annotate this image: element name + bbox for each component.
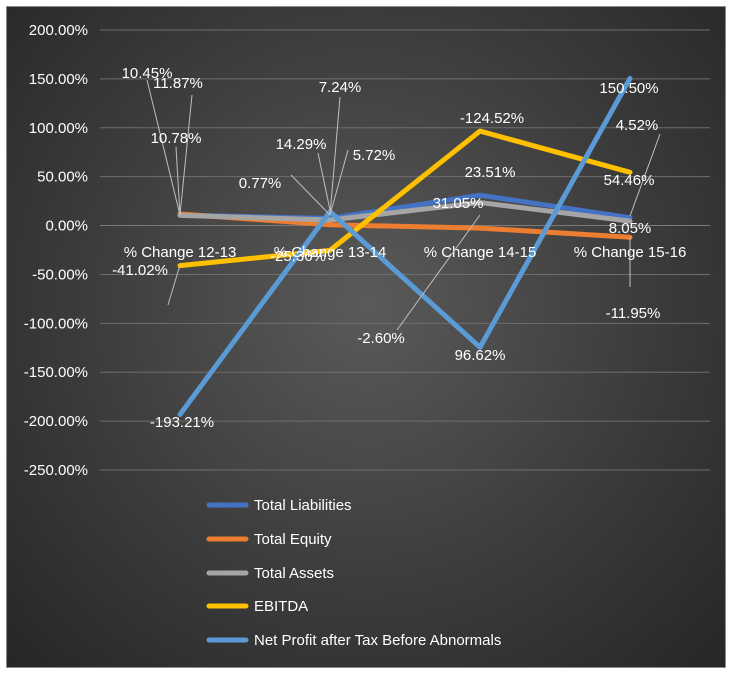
y-tick-label: -200.00% [24, 413, 88, 430]
data-label: 10.78% [151, 130, 202, 147]
legend: Total Liabilities Total Equity Total Asset… [206, 497, 501, 649]
data-label: 150.50% [599, 80, 658, 97]
series-line [177, 128, 633, 269]
legend-item: Total Assets [206, 565, 334, 582]
data-label: -124.52% [460, 110, 524, 127]
data-label: 96.62% [455, 347, 506, 364]
data-label: -2.60% [357, 330, 405, 347]
data-label: -11.95% [606, 305, 661, 322]
legend-item: Total Liabilities [206, 497, 352, 514]
category-label: % Change 13-14 [274, 244, 387, 261]
leader-line [629, 133, 661, 217]
y-axis: 200.00% 150.00% 100.00% 50.00% 0.00% -50.00% -… [24, 22, 88, 479]
series-line [177, 75, 633, 417]
y-tick-label: 0.00% [45, 218, 88, 235]
legend-label: Total Equity [254, 531, 332, 548]
legend-item: EBITDA [206, 598, 308, 615]
data-label: 10.45% [122, 65, 173, 82]
legend-label: Total Liabilities [254, 497, 352, 514]
leader-line [290, 174, 331, 216]
label-leader-lines [146, 79, 661, 331]
legend-label: EBITDA [254, 598, 308, 615]
legend-item: Net Profit after Tax Before Abnormals [206, 632, 501, 649]
category-labels: % Change 12-13 % Change 13-14 % Change 14-… [124, 244, 687, 261]
category-label: % Change 12-13 [124, 244, 237, 261]
leader-line [329, 96, 341, 216]
data-label: 23.51% [465, 164, 516, 181]
data-label: 8.05% [609, 220, 652, 237]
data-label: -193.21% [150, 414, 214, 431]
legend-label: Net Profit after Tax Before Abnormals [254, 632, 501, 649]
y-tick-label: 200.00% [29, 22, 88, 39]
data-label: 4.52% [616, 117, 659, 134]
y-tick-label: -250.00% [24, 462, 88, 479]
leader-line [146, 79, 181, 216]
legend-item: Total Equity [206, 531, 332, 548]
data-label: 0.77% [239, 175, 282, 192]
y-tick-label: -100.00% [24, 315, 88, 332]
data-label: 5.72% [353, 147, 396, 164]
category-label: % Change 14-15 [424, 244, 537, 261]
leader-line [329, 149, 349, 216]
y-tick-label: 50.00% [37, 169, 88, 186]
gridlines [100, 29, 710, 471]
leader-line [396, 214, 481, 331]
y-tick-label: 150.00% [29, 71, 88, 88]
leader-line [167, 264, 181, 306]
data-labels: 10.78% 7.24% 31.05% 8.05% 11.87% 0.77% -2.60% -… [112, 65, 660, 431]
series-lines [177, 75, 633, 417]
y-tick-label: 100.00% [29, 120, 88, 137]
leader-line [179, 94, 193, 216]
data-label: 31.05% [433, 195, 484, 212]
data-label: -25.36% [270, 248, 326, 265]
data-label: 7.24% [319, 79, 362, 96]
data-label: 54.46% [604, 172, 655, 189]
y-tick-label: -50.00% [32, 266, 88, 283]
data-label: 14.29% [276, 136, 327, 153]
leader-line [175, 146, 181, 216]
legend-label: Total Assets [254, 565, 334, 582]
y-tick-label: -150.00% [24, 364, 88, 381]
data-label: -41.02% [112, 262, 168, 279]
leader-line [317, 152, 331, 211]
data-label: 11.87% [153, 75, 203, 92]
